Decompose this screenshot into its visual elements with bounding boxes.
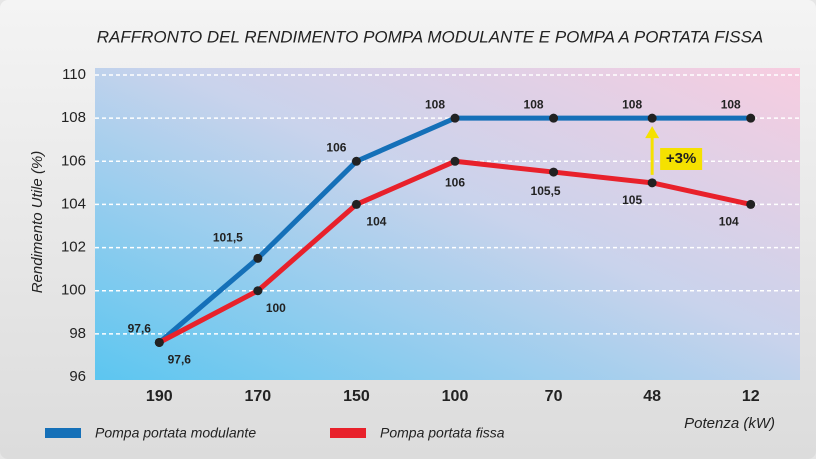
- point: [647, 113, 657, 123]
- y-tick-label: 110: [62, 66, 86, 83]
- legend-label: Pompa portata fissa: [380, 425, 505, 441]
- y-tick-label: 104: [61, 195, 86, 212]
- annotation-box: [660, 148, 703, 170]
- data-label: 104: [366, 215, 386, 229]
- point: [351, 199, 361, 209]
- data-label: 97,6: [168, 353, 192, 367]
- point: [647, 178, 657, 188]
- chart-title: RAFFRONTO DEL RENDIMENTO POMPA MODULANTE…: [97, 27, 764, 46]
- data-label: 100: [266, 301, 286, 315]
- x-tick-label: 100: [442, 388, 469, 405]
- point: [746, 199, 756, 209]
- point: [351, 156, 361, 166]
- data-label: 105: [622, 193, 642, 207]
- data-label: 108: [721, 97, 741, 111]
- point: [450, 113, 460, 123]
- data-label: 106: [445, 175, 465, 189]
- legend-swatch: [45, 428, 81, 438]
- data-label: 97,6: [128, 322, 152, 336]
- data-label: 106: [326, 140, 346, 154]
- y-tick-label: 96: [69, 368, 86, 385]
- data-label: 108: [425, 97, 445, 111]
- point: [549, 113, 559, 123]
- x-tick-label: 170: [245, 388, 272, 405]
- x-tick-label: 190: [146, 388, 173, 405]
- y-tick-label: 108: [61, 109, 86, 126]
- y-tick-label: 98: [69, 325, 86, 342]
- data-label: 101,5: [213, 231, 243, 245]
- point: [253, 253, 263, 263]
- x-tick-label: 70: [545, 388, 563, 405]
- point: [253, 286, 263, 296]
- arrow-head: [645, 126, 660, 139]
- point: [549, 167, 559, 177]
- y-tick-label: 100: [61, 282, 86, 299]
- point: [746, 113, 756, 123]
- point: [450, 156, 460, 166]
- point: [154, 337, 164, 347]
- x-tick-label: 48: [643, 388, 661, 405]
- data-label: 104: [719, 215, 739, 229]
- legend-swatch: [330, 428, 366, 438]
- data-label: 108: [622, 97, 642, 111]
- y-tick-label: 106: [61, 152, 86, 169]
- x-tick-label: 150: [343, 388, 370, 405]
- x-tick-label: 12: [742, 388, 760, 405]
- x-axis-label: Potenza (kW): [684, 415, 775, 432]
- data-label: 108: [524, 97, 544, 111]
- data-label: 105,5: [531, 184, 561, 198]
- y-axis-label: Rendimento Utile (%): [29, 151, 46, 294]
- legend-label: Pompa portata modulante: [95, 425, 256, 441]
- y-tick-label: 102: [61, 239, 86, 256]
- annotation: +3%: [666, 150, 696, 167]
